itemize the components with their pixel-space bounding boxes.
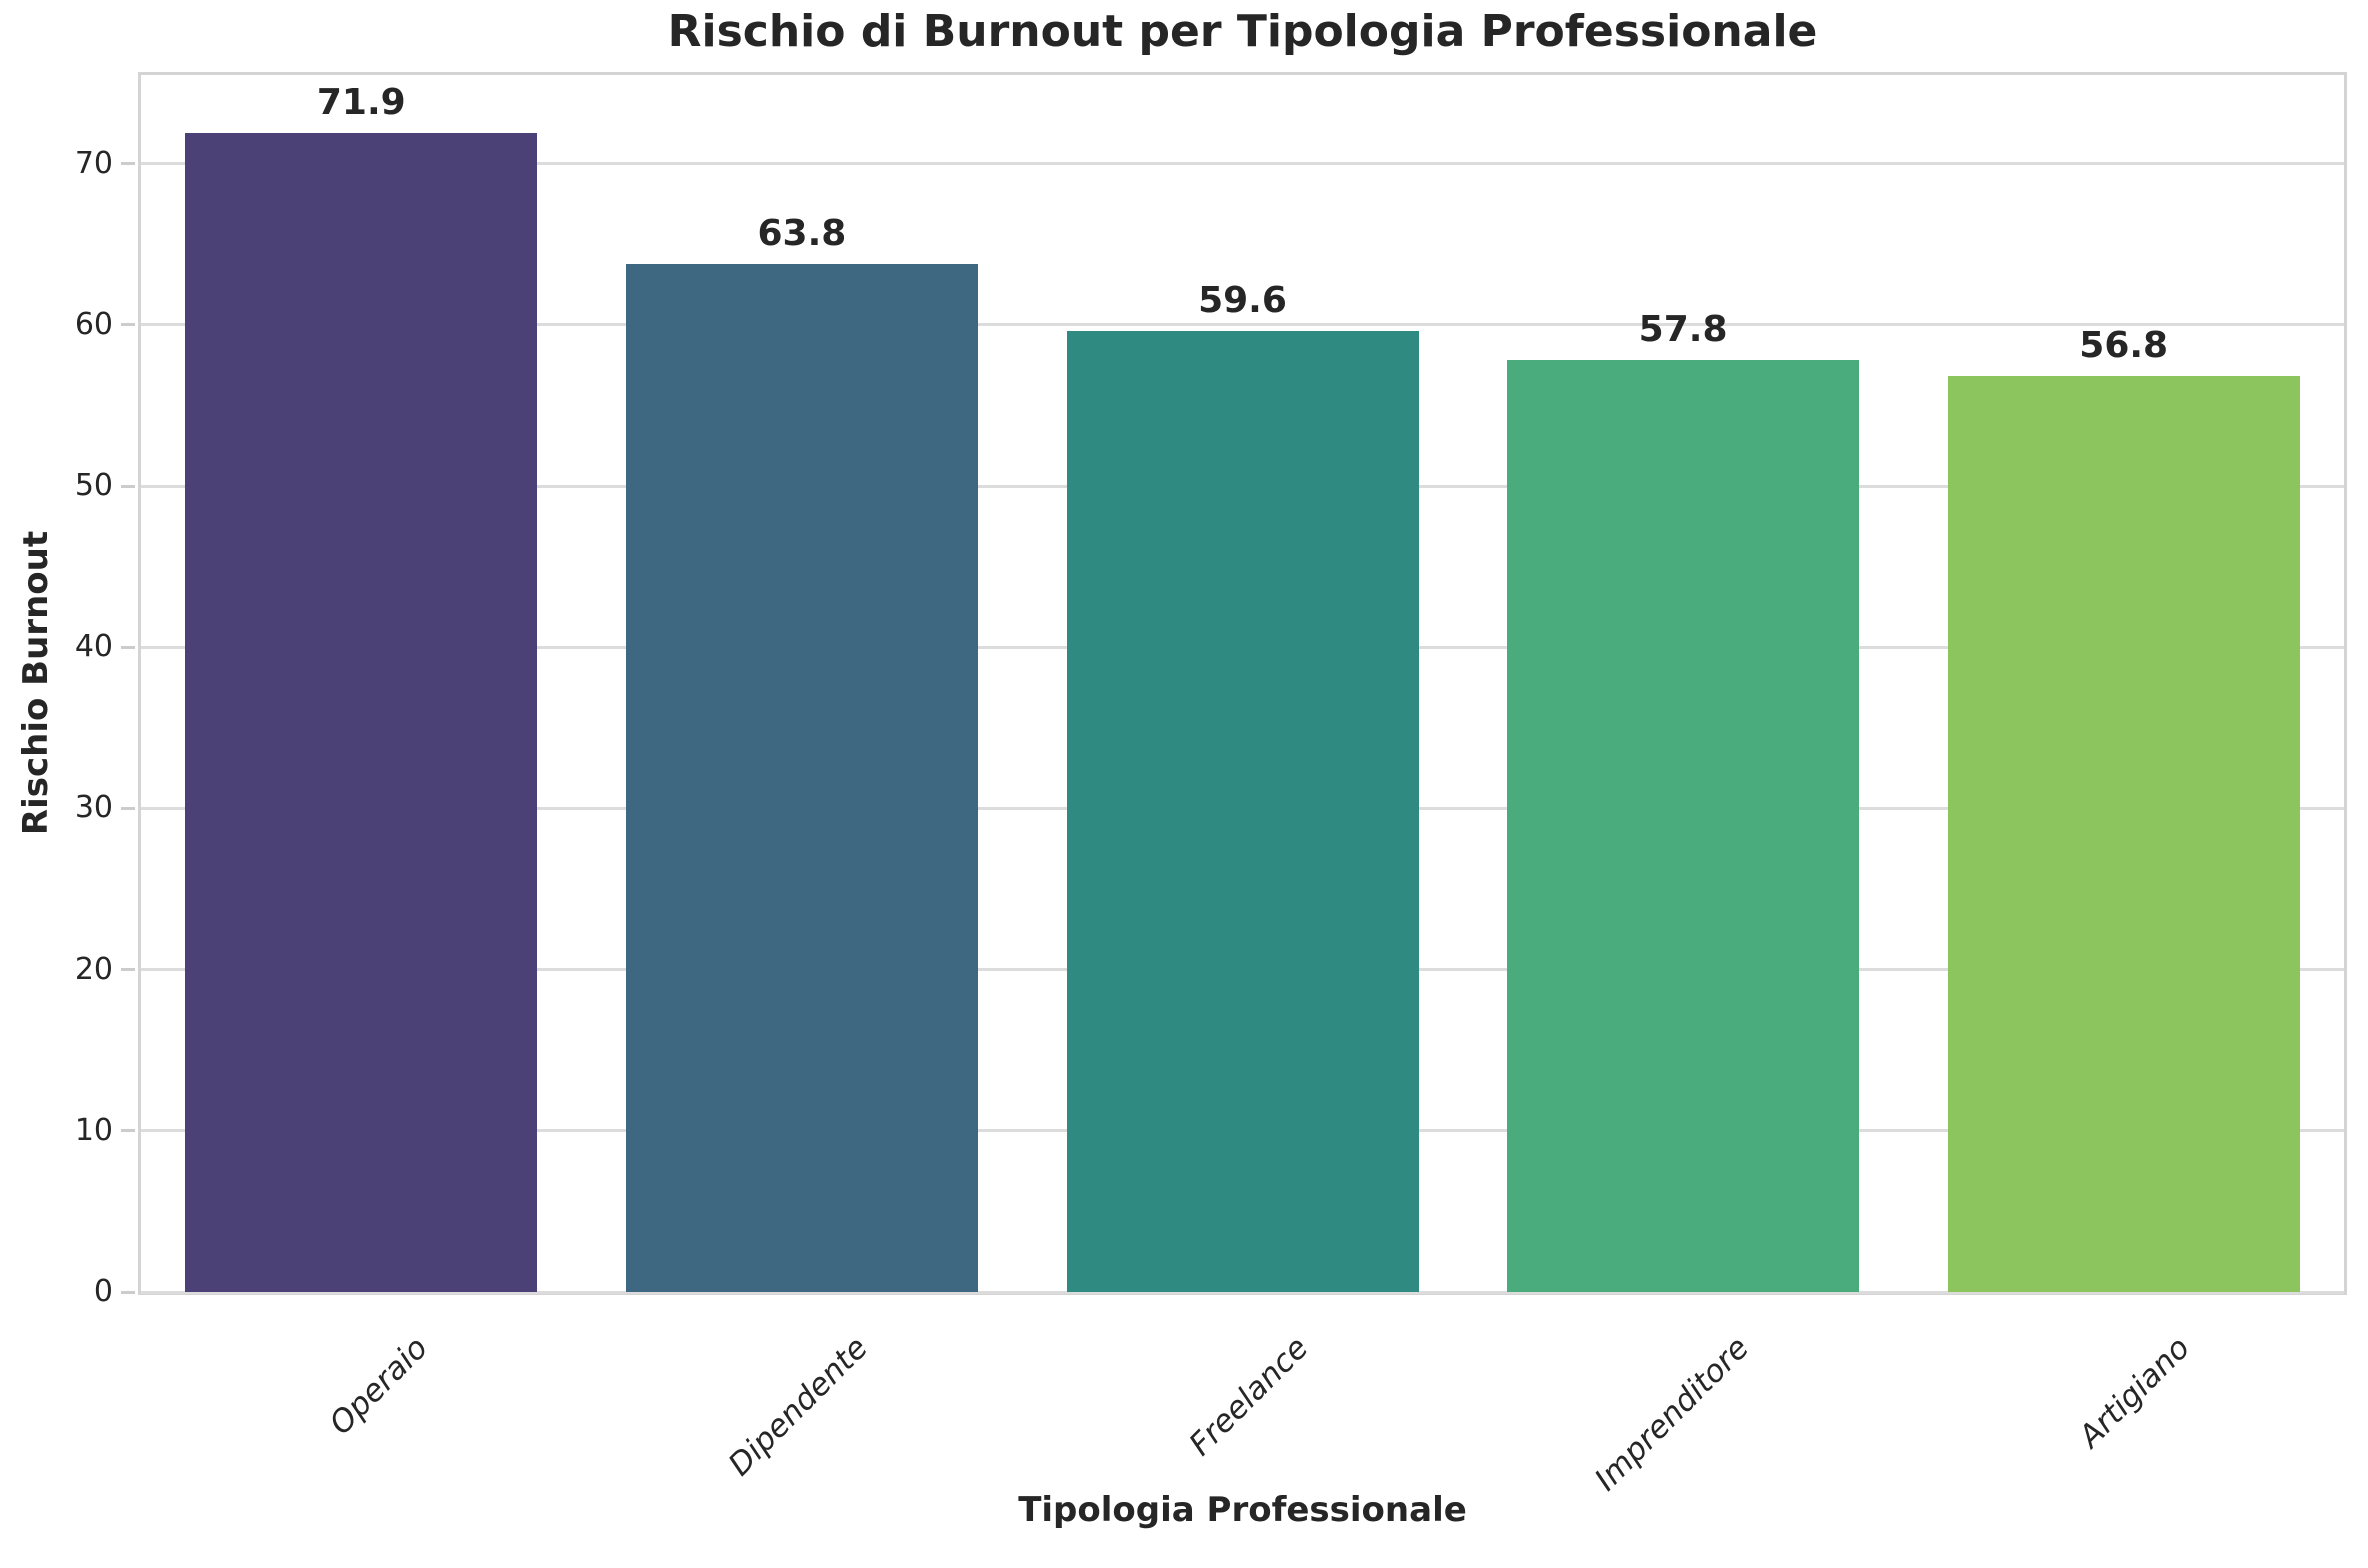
x-ticks-layer: Operaio Dipendente Freelance Imprenditore Ar… (141, 75, 2344, 1498)
x-tick-label: Dipendente (722, 1329, 876, 1483)
y-tick-mark (121, 806, 135, 810)
y-tick-mark (121, 323, 135, 327)
x-tick-label: Freelance (1182, 1329, 1316, 1463)
chart-title: Rischio di Burnout per Tipologia Profess… (667, 6, 1818, 57)
x-axis-label: Tipologia Professionale (1018, 1490, 1467, 1530)
bar-value-label: 56.8 (2079, 325, 2169, 367)
y-tick-label: 10 (74, 1112, 113, 1148)
bar-freelance (1066, 331, 1419, 1292)
gridline (141, 1290, 2344, 1294)
y-tick-mark (121, 968, 135, 972)
bars-layer: 71.9 63.8 59.6 57.8 56.8 (141, 75, 2344, 1292)
bar-dipendente (625, 263, 978, 1292)
y-tick-mark (121, 1290, 135, 1294)
y-tick-mark (121, 162, 135, 166)
y-tick-label: 30 (74, 790, 113, 826)
bar-value-label: 63.8 (757, 212, 847, 254)
bar-value-label: 71.9 (316, 82, 406, 124)
y-tick-label: 20 (74, 951, 113, 987)
x-tick-label: Artigiano (2072, 1329, 2198, 1455)
y-tick-label: 70 (74, 145, 113, 181)
x-tick-label: Operaio (322, 1329, 435, 1442)
y-axis-label: Rischio Burnout (16, 530, 56, 836)
bar-artigiano (1947, 376, 2300, 1292)
y-tick-mark (121, 484, 135, 488)
y-tick-label: 0 (93, 1274, 113, 1309)
gridline (141, 162, 2344, 166)
y-tick-label: 60 (74, 306, 113, 342)
gridline (141, 323, 2344, 327)
y-tick-label: 50 (74, 468, 113, 504)
bar-operaio (185, 133, 538, 1292)
plot-area: 71.9 63.8 59.6 57.8 56.8 0 10 20 30 40 50 60 70 Ope… (75, 72, 2347, 1498)
y-tick-mark (121, 645, 135, 649)
y-ticks-layer: 0 10 20 30 40 50 60 70 (75, 75, 2344, 1307)
x-tick-label: Imprenditore (1588, 1329, 1757, 1498)
bar-value-label: 57.8 (1638, 309, 1728, 351)
y-tick-mark (121, 1129, 135, 1133)
bar-value-label: 59.6 (1198, 280, 1287, 322)
y-tick-label: 40 (74, 629, 113, 665)
bar-imprenditore (1507, 360, 1860, 1292)
